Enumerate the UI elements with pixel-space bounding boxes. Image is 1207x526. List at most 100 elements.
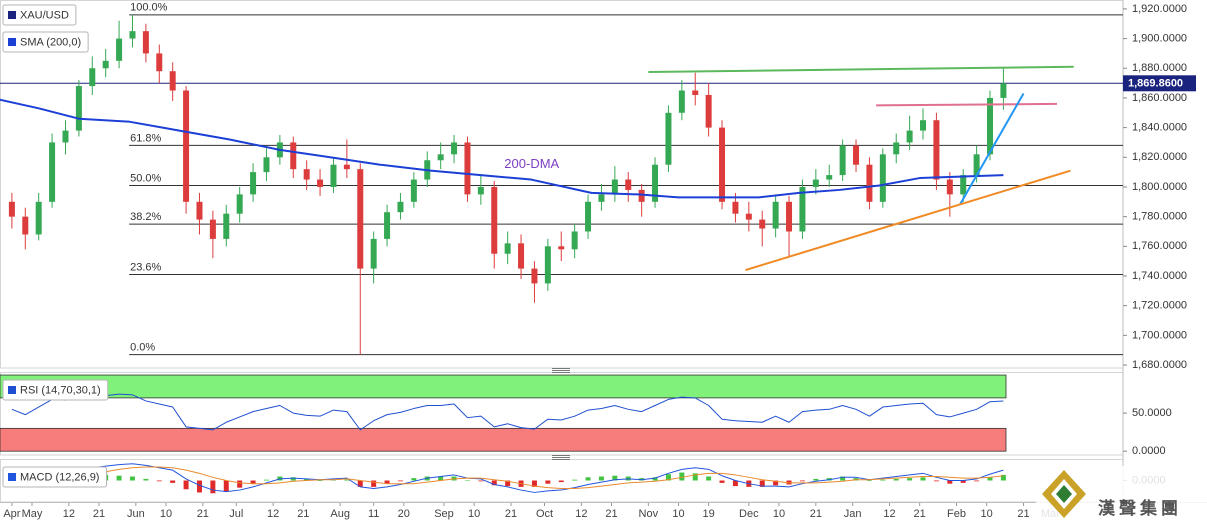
histogram-bar xyxy=(263,479,269,481)
legend-swatch xyxy=(8,473,16,481)
candle-body xyxy=(263,157,270,173)
y-tick-label: 1,700.0000 xyxy=(1132,329,1187,341)
histogram-bar xyxy=(317,480,323,481)
x-tick-label: Jul xyxy=(229,508,243,520)
candle-body xyxy=(223,213,230,239)
band xyxy=(0,427,1007,452)
histogram-bar xyxy=(706,476,712,481)
histogram-bar xyxy=(478,480,484,482)
candle-body xyxy=(879,154,886,202)
x-tick-label: 19 xyxy=(703,508,715,520)
candle-body xyxy=(585,201,592,232)
legend-box xyxy=(2,4,77,26)
x-tick-label: 10 xyxy=(672,508,684,520)
candle-body xyxy=(75,86,82,131)
candle-body xyxy=(89,68,96,87)
panel-resizer[interactable] xyxy=(552,455,570,460)
y-tick-label: 1,860.0000 xyxy=(1132,92,1187,104)
histogram-bar xyxy=(237,480,243,488)
candle-body xyxy=(156,53,163,72)
candle-body xyxy=(571,231,578,250)
last-price-box xyxy=(1123,75,1196,92)
candle-body xyxy=(518,243,525,269)
histogram-bar xyxy=(196,480,202,493)
x-tick-label: May xyxy=(22,508,43,520)
x-tick-label: 21 xyxy=(297,508,309,520)
candle-body xyxy=(531,268,538,284)
fib-label: 100.0% xyxy=(130,2,168,14)
candle-body xyxy=(812,179,819,187)
histogram-bar xyxy=(799,480,805,482)
candle-body xyxy=(611,179,618,195)
x-tick-label: 12 xyxy=(883,508,895,520)
fib-label: 23.6% xyxy=(130,261,161,273)
histogram-bar xyxy=(531,480,537,487)
x-tick-label: 21 xyxy=(1017,508,1029,520)
candle-body xyxy=(920,120,927,131)
histogram-bar xyxy=(652,477,658,481)
candle-body xyxy=(370,238,377,269)
sma-line xyxy=(0,98,1004,199)
legend-item: RSI (14,70,30,1) xyxy=(2,379,109,401)
fib-label: 61.8% xyxy=(130,132,161,144)
candle-body xyxy=(102,60,109,69)
histogram-bar xyxy=(612,475,618,481)
candle-body xyxy=(665,112,672,165)
x-tick-label: Jun xyxy=(127,508,145,520)
histogram-bar xyxy=(156,480,162,482)
candle-body xyxy=(491,186,498,254)
x-tick-label: 20 xyxy=(398,508,410,520)
candle-body xyxy=(946,179,953,195)
histogram-bar xyxy=(840,476,846,481)
x-tick-label: 21 xyxy=(93,508,105,520)
trend-line xyxy=(876,102,1058,107)
y-tick-label: 1,900.0000 xyxy=(1132,32,1187,44)
histogram-bar xyxy=(397,480,403,482)
histogram-bar xyxy=(987,477,993,481)
legend-swatch xyxy=(8,386,16,394)
x-tick-label: 10 xyxy=(160,508,172,520)
histogram-bar xyxy=(183,480,189,490)
candle-body xyxy=(384,212,391,239)
x-tick-label: 21 xyxy=(605,508,617,520)
candle-body xyxy=(209,219,216,239)
candle-body xyxy=(437,154,444,161)
candle-body xyxy=(799,186,806,232)
legend-item: SMA (200,0) xyxy=(2,31,89,53)
histogram-bar xyxy=(920,477,926,481)
histogram-bar xyxy=(893,478,899,481)
histogram-bar xyxy=(974,480,980,482)
candle-body xyxy=(343,164,350,170)
candle-body xyxy=(504,243,511,254)
histogram-bar xyxy=(491,480,497,486)
x-tick-label: Feb xyxy=(947,508,966,520)
candle-body xyxy=(906,130,913,143)
candle-body xyxy=(129,31,136,39)
x-tick-label: 21 xyxy=(914,508,926,520)
candle-body xyxy=(558,246,565,250)
last-price-label: 1,869.8600 xyxy=(1128,78,1183,90)
histogram-bar xyxy=(170,480,176,483)
histogram-bar xyxy=(759,480,765,487)
x-tick-label: 12 xyxy=(575,508,587,520)
legend-box xyxy=(2,379,109,401)
histogram-bar xyxy=(719,480,725,483)
histogram-bar xyxy=(813,478,819,481)
histogram-bar xyxy=(692,473,698,481)
histogram-bar xyxy=(679,472,685,481)
legend-item: XAU/USD xyxy=(2,4,77,26)
x-tick-label: 21 xyxy=(197,508,209,520)
candle-body xyxy=(678,90,685,113)
y-tick-label: 1,760.0000 xyxy=(1132,240,1187,252)
x-tick-label: 21 xyxy=(505,508,517,520)
histogram-bar xyxy=(290,477,296,481)
histogram-bar xyxy=(411,478,417,481)
histogram-bar xyxy=(933,480,939,482)
candle-body xyxy=(35,201,42,235)
legend-label: MACD (12,26,9) xyxy=(20,471,99,483)
histogram-bar xyxy=(505,480,511,487)
panel-resizer[interactable] xyxy=(552,368,570,373)
fib-label: 0.0% xyxy=(130,342,155,354)
candle-body xyxy=(745,213,752,220)
candle-body xyxy=(772,201,779,229)
